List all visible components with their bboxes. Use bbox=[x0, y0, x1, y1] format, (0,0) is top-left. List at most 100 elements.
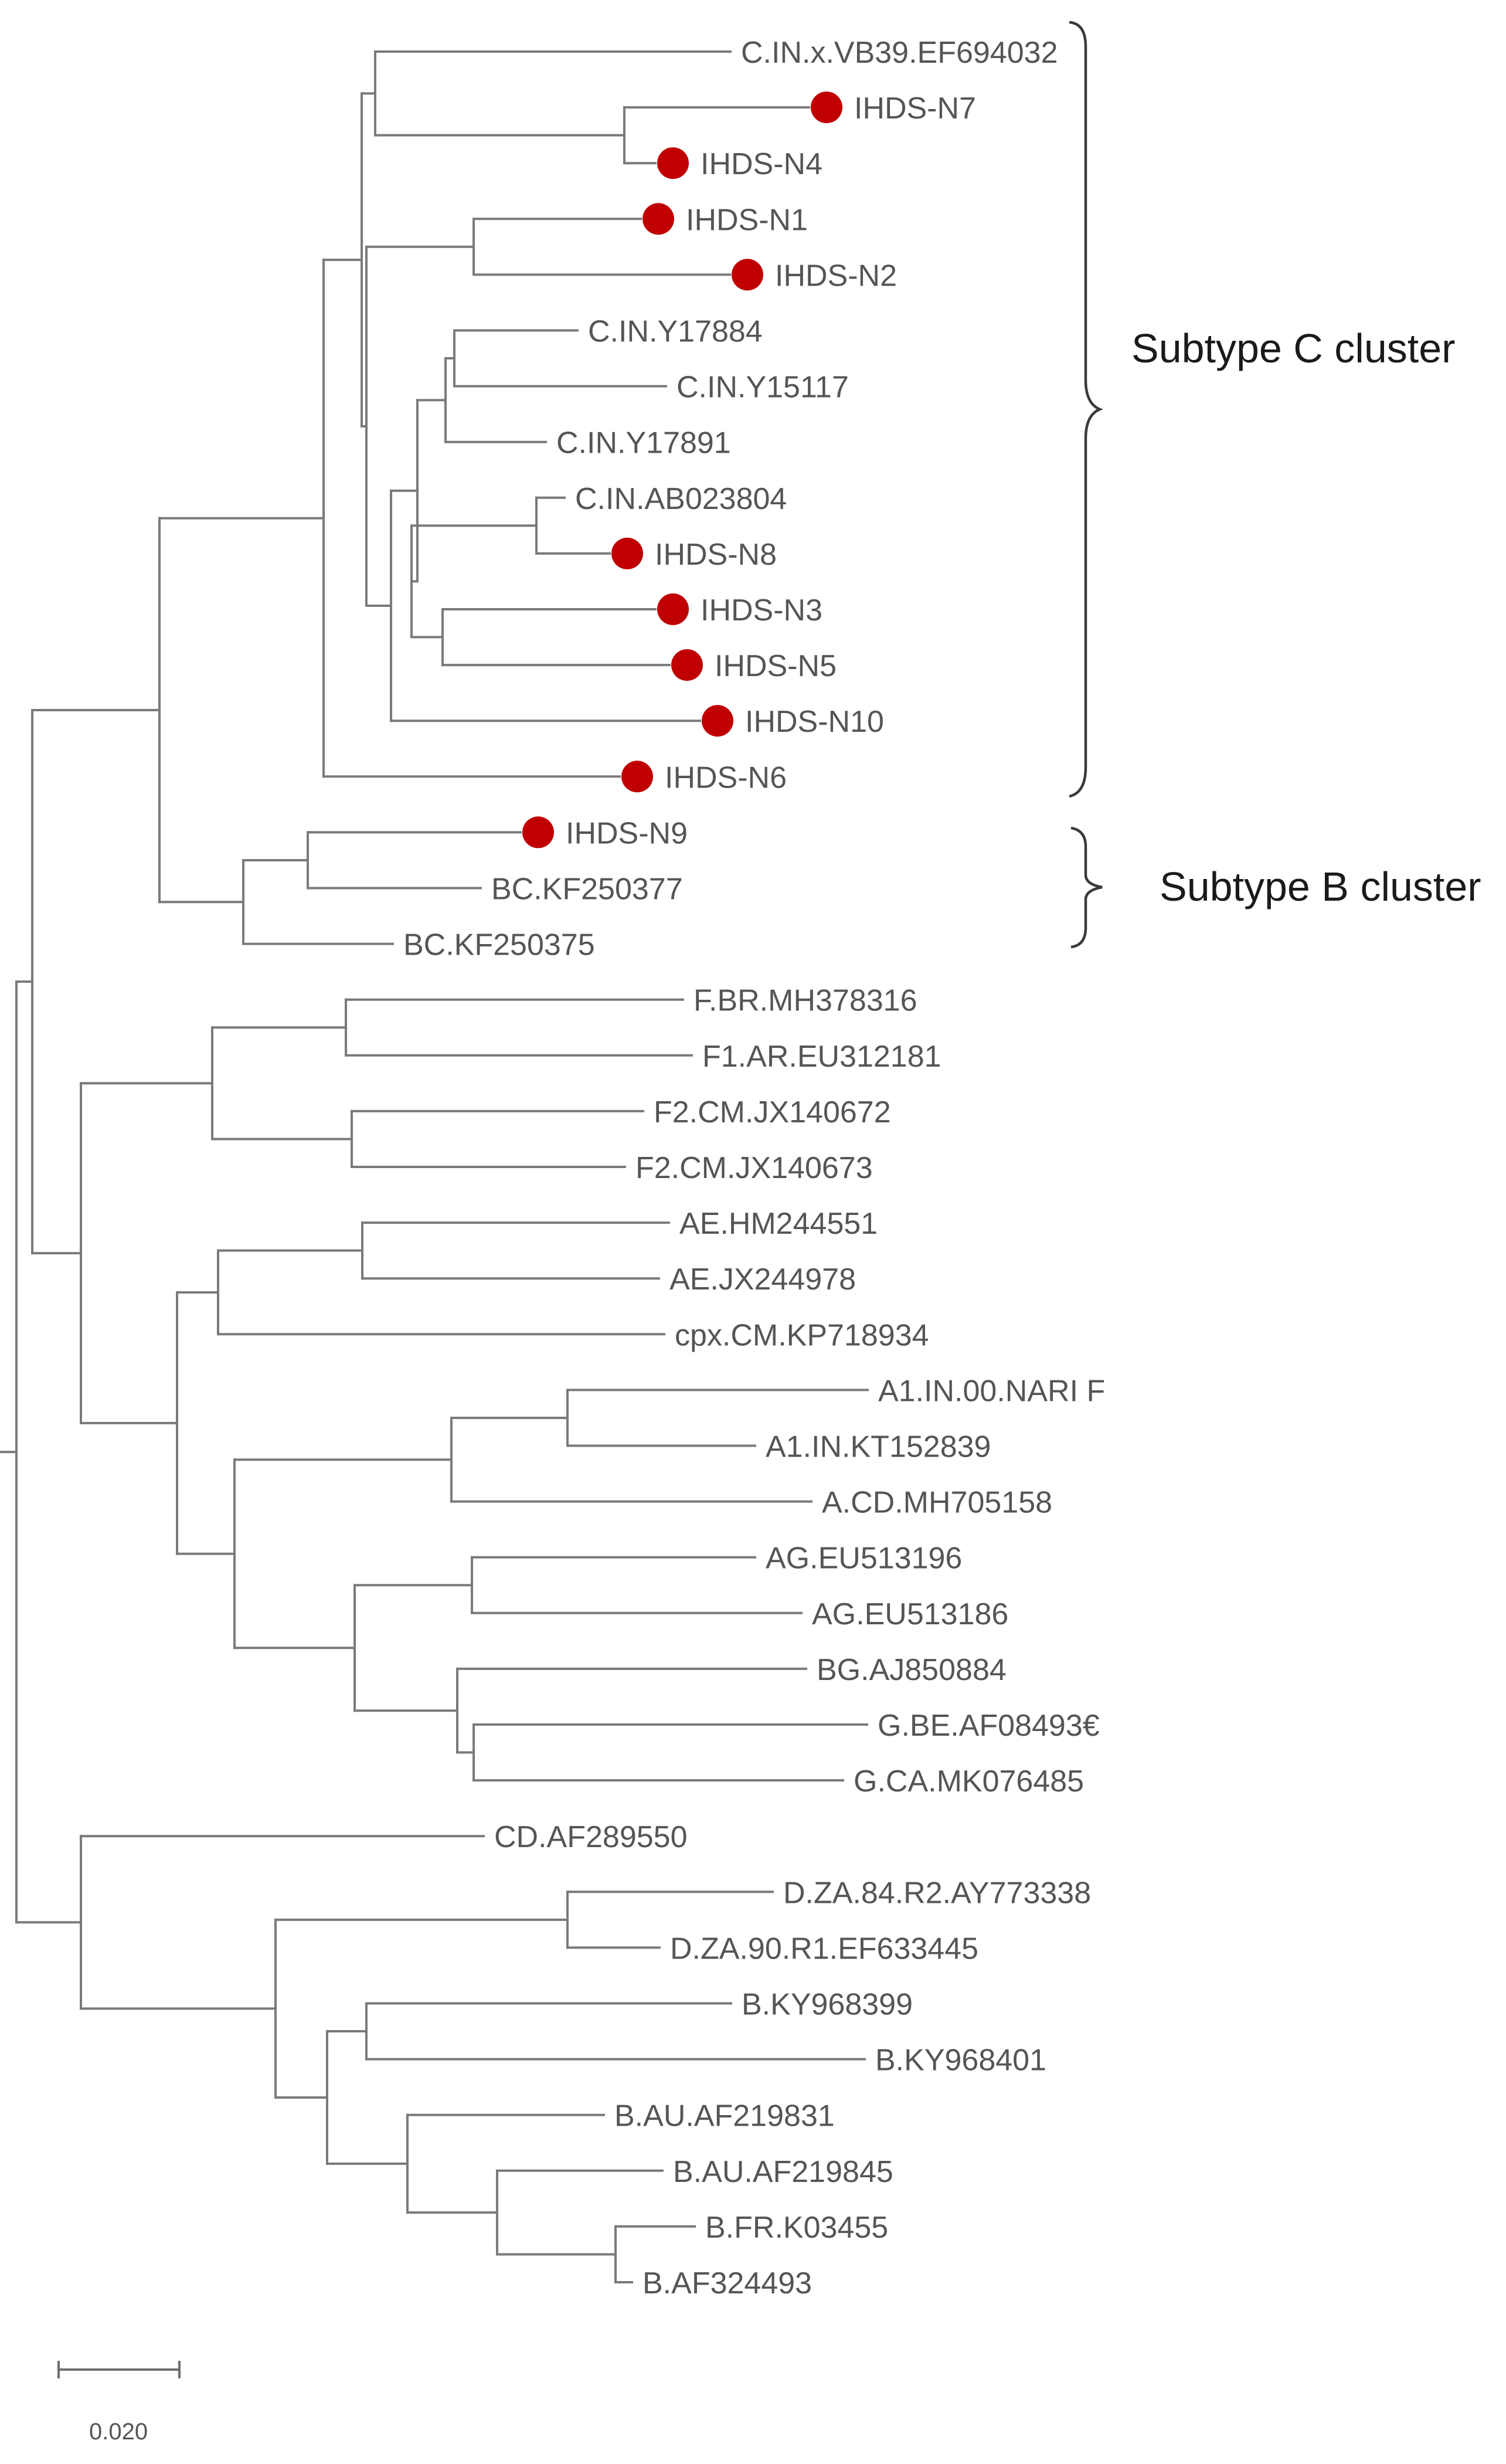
sample-marker bbox=[522, 816, 554, 849]
tree-leaf: BG.AJ850884 bbox=[817, 1653, 1007, 1687]
tree-leaf: IHDS-N2 bbox=[732, 259, 897, 293]
sample-marker bbox=[702, 705, 733, 737]
subtype-c-cluster-label: Subtype C cluster bbox=[1131, 325, 1455, 371]
subtype-c-bracket-group: Subtype C cluster bbox=[1069, 21, 1455, 798]
sample-marker bbox=[642, 203, 674, 235]
sample-marker bbox=[657, 593, 689, 625]
tree-leaf: F2.CM.JX140672 bbox=[654, 1095, 891, 1129]
tree-leaf: A1.IN.00.NARI F bbox=[878, 1374, 1105, 1408]
leaf-label: BC.KF250375 bbox=[403, 928, 595, 962]
leaf-label: IHDS-N9 bbox=[566, 816, 688, 850]
tree-leaf: D.ZA.90.R1.EF633445 bbox=[670, 1932, 978, 1966]
tree-leaf: IHDS-N3 bbox=[657, 593, 822, 627]
tree-leaf: IHDS-N5 bbox=[671, 649, 837, 683]
tree-leaf: AE.JX244978 bbox=[669, 1262, 856, 1297]
leaf-label: A1.IN.KT152839 bbox=[766, 1430, 991, 1464]
tree-leaf: D.ZA.84.R2.AY773338 bbox=[783, 1876, 1091, 1910]
tree-leaf: AG.EU513186 bbox=[812, 1597, 1008, 1631]
tree-leaf: IHDS-N10 bbox=[702, 705, 884, 739]
leaf-label: G.CA.MK076485 bbox=[854, 1764, 1084, 1798]
leaf-label: A1.IN.00.NARI F bbox=[878, 1374, 1105, 1408]
tree-leaves: C.IN.x.VB39.EF694032 IHDS-N7 IHDS-N4 IHDS-N… bbox=[403, 36, 1105, 2300]
tree-leaf: IHDS-N8 bbox=[611, 537, 777, 572]
tree-branches bbox=[0, 50, 869, 2283]
leaf-label: B.KY968401 bbox=[875, 2044, 1046, 2078]
tree-leaf: C.IN.Y15117 bbox=[676, 371, 849, 405]
leaf-label: AE.JX244978 bbox=[669, 1262, 856, 1297]
tree-leaf: CD.AF289550 bbox=[494, 1820, 688, 1854]
sample-marker bbox=[732, 259, 763, 291]
leaf-label: IHDS-N7 bbox=[854, 91, 976, 125]
leaf-label: IHDS-N2 bbox=[775, 259, 897, 293]
leaf-label: IHDS-N6 bbox=[665, 761, 787, 795]
leaf-label: C.IN.Y15117 bbox=[676, 371, 849, 405]
tree-leaf: F2.CM.JX140673 bbox=[635, 1151, 873, 1185]
leaf-label: C.IN.Y17891 bbox=[556, 426, 731, 460]
leaf-label: B.AF324493 bbox=[642, 2266, 812, 2300]
leaf-label: D.ZA.90.R1.EF633445 bbox=[670, 1932, 978, 1966]
tree-leaf: G.BE.AF08493€ bbox=[878, 1709, 1100, 1743]
tree-leaf: cpx.CM.KP718934 bbox=[675, 1318, 929, 1352]
tree-leaf: IHDS-N4 bbox=[657, 147, 822, 181]
leaf-label: IHDS-N4 bbox=[701, 147, 822, 181]
tree-leaf: B.KY968399 bbox=[742, 1988, 913, 2022]
leaf-label: C.IN.AB023804 bbox=[575, 482, 787, 516]
leaf-label: G.BE.AF08493€ bbox=[878, 1709, 1100, 1743]
leaf-label: D.ZA.84.R2.AY773338 bbox=[783, 1876, 1091, 1910]
leaf-label: IHDS-N1 bbox=[686, 203, 808, 237]
tree-leaf: A.CD.MH705158 bbox=[822, 1486, 1052, 1520]
tree-leaf: C.IN.AB023804 bbox=[575, 482, 787, 516]
sample-marker bbox=[671, 649, 703, 681]
leaf-label: F1.AR.EU312181 bbox=[702, 1040, 941, 1074]
tree-leaf: B.AU.AF219845 bbox=[673, 2155, 893, 2189]
tree-leaf: C.IN.x.VB39.EF694032 bbox=[741, 36, 1058, 70]
subtype-b-bracket bbox=[1070, 826, 1103, 949]
leaf-label: AG.EU513186 bbox=[812, 1597, 1008, 1631]
tree-leaf: C.IN.Y17891 bbox=[556, 426, 731, 460]
leaf-label: cpx.CM.KP718934 bbox=[675, 1318, 929, 1352]
tree-leaf: B.AU.AF219831 bbox=[614, 2099, 835, 2133]
tree-leaf: A1.IN.KT152839 bbox=[766, 1430, 991, 1464]
scale-bar-label: 0.020 bbox=[89, 2419, 148, 2445]
tree-leaf: F.BR.MH378316 bbox=[693, 984, 917, 1018]
leaf-label: IHDS-N3 bbox=[701, 593, 822, 627]
tree-leaf: IHDS-N6 bbox=[621, 761, 787, 795]
leaf-label: F.BR.MH378316 bbox=[693, 984, 917, 1018]
sample-marker bbox=[657, 147, 689, 179]
leaf-label: F2.CM.JX140673 bbox=[635, 1151, 873, 1185]
leaf-label: IHDS-N5 bbox=[715, 649, 837, 683]
tree-leaf: B.FR.K03455 bbox=[705, 2211, 888, 2245]
leaf-label: IHDS-N8 bbox=[655, 538, 777, 572]
subtype-b-bracket-group: Subtype B cluster bbox=[1070, 826, 1481, 949]
sample-marker bbox=[811, 91, 842, 124]
tree-leaf: B.KY968401 bbox=[875, 2044, 1046, 2078]
leaf-label: C.IN.Y17884 bbox=[588, 315, 763, 349]
leaf-label: BC.KF250377 bbox=[491, 873, 683, 907]
scale-bar-group: 0.020 bbox=[57, 2361, 181, 2445]
subtype-c-bracket bbox=[1069, 21, 1103, 798]
tree-leaf: AG.EU513196 bbox=[766, 1542, 962, 1576]
leaf-label: BG.AJ850884 bbox=[817, 1653, 1007, 1687]
leaf-label: CD.AF289550 bbox=[494, 1820, 688, 1854]
sample-marker bbox=[621, 761, 653, 793]
tree-leaf: F1.AR.EU312181 bbox=[702, 1040, 941, 1074]
leaf-label: C.IN.x.VB39.EF694032 bbox=[741, 36, 1058, 70]
leaf-label: AG.EU513196 bbox=[766, 1542, 962, 1576]
leaf-label: B.KY968399 bbox=[742, 1988, 913, 2022]
tree-leaf: IHDS-N9 bbox=[522, 816, 688, 850]
leaf-label: IHDS-N10 bbox=[745, 705, 884, 739]
tree-leaf: B.AF324493 bbox=[642, 2266, 812, 2300]
sample-marker bbox=[611, 537, 643, 569]
tree-leaf: C.IN.Y17884 bbox=[588, 315, 763, 349]
tree-leaf: BC.KF250375 bbox=[403, 928, 595, 962]
leaf-label: B.FR.K03455 bbox=[705, 2211, 888, 2245]
leaf-label: AE.HM244551 bbox=[679, 1207, 878, 1241]
tree-leaf: IHDS-N1 bbox=[642, 203, 808, 237]
tree-leaf: AE.HM244551 bbox=[679, 1207, 878, 1241]
subtype-b-cluster-label: Subtype B cluster bbox=[1160, 864, 1481, 909]
tree-leaf: IHDS-N7 bbox=[811, 91, 976, 125]
tree-leaf: BC.KF250377 bbox=[491, 873, 683, 907]
tree-leaf: G.CA.MK076485 bbox=[854, 1764, 1084, 1798]
leaf-label: B.AU.AF219845 bbox=[673, 2155, 893, 2189]
